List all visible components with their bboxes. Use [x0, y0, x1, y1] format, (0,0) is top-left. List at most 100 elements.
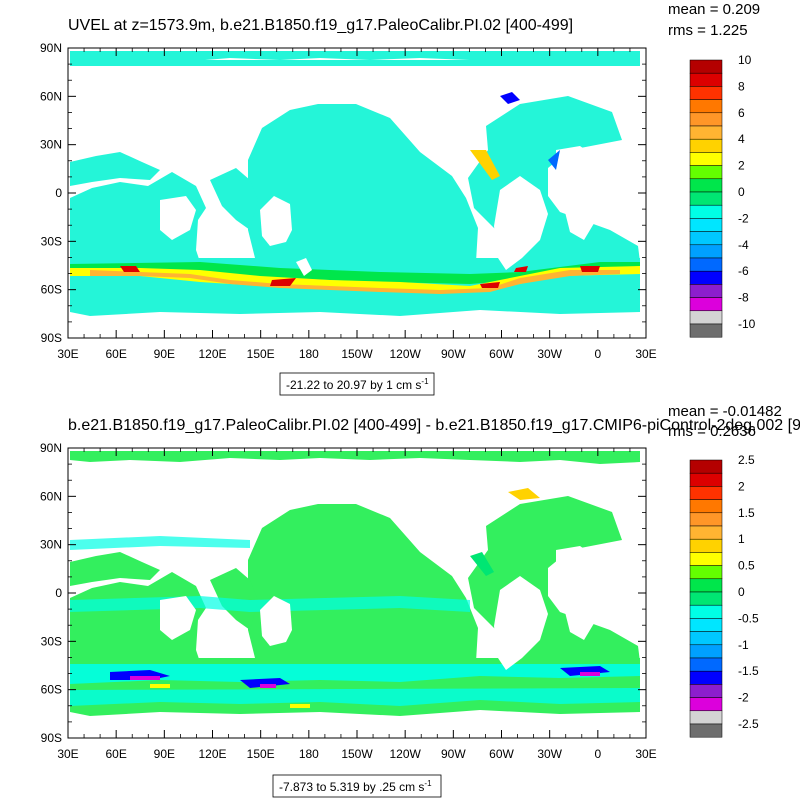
colorbar-label: 2	[738, 159, 745, 173]
x-tick-label: 60E	[105, 747, 126, 761]
colorbar-box	[689, 152, 723, 166]
x-tick-label: 30W	[537, 747, 562, 761]
contour-info-bottom-text: -7.873 to 5.319 by .25 cm s-1	[279, 779, 432, 794]
colorbar-label: 0	[738, 585, 745, 599]
colorbar-label: 8	[738, 79, 745, 93]
x-tick-label: 0	[594, 747, 601, 761]
x-tick-label: 180	[299, 747, 319, 761]
colorbar-box	[689, 231, 723, 246]
y-tick-label: 0	[55, 586, 62, 600]
map-bottom: 30E 60E 90E 120E 150E 180 150W 120W 90W 60W 30W 0 30…	[40, 441, 657, 761]
colorbar-box	[689, 472, 723, 487]
x-tick-label: 120E	[198, 747, 226, 761]
colorbar-box	[689, 459, 723, 474]
y-tick-label: 30N	[40, 538, 62, 552]
x-tick-label: 120W	[389, 347, 421, 361]
colorbar-label: 0	[738, 185, 745, 199]
colorbar-label: -2	[738, 691, 749, 705]
x-tick-label: 90W	[441, 747, 466, 761]
x-tick-label: 30E	[635, 347, 656, 361]
map-top-x-ticks: 30E 60E 90E 120E 150E 180 150W 120W 90W 60W 30W 0 30…	[57, 48, 657, 361]
y-tick-label: 30N	[40, 138, 62, 152]
panel-bottom-rms: rms = 0.2636	[668, 423, 756, 440]
contour-info-top: -21.22 to 20.97 by 1 cm s-1	[279, 372, 435, 396]
y-tick-label: 60N	[40, 89, 62, 103]
colorbar-label: 0.5	[738, 559, 755, 573]
y-tick-label: 90N	[40, 41, 62, 55]
map-bottom-x-ticks: 30E 60E 90E 120E 150E 180 150W 120W 90W 60W 30W 0 30…	[57, 448, 657, 761]
colorbar-box	[689, 723, 723, 738]
y-tick-label: 60N	[40, 489, 62, 503]
map-top-ocean-field	[70, 51, 640, 316]
colorbar-box	[689, 565, 723, 580]
map-bottom-ocean-field	[70, 451, 640, 716]
colorbar-box	[689, 218, 723, 232]
colorbar-box	[689, 257, 723, 272]
panel-bottom: b.e21.B1850.f19_g17.PaleoCalibr.PI.02 [4…	[40, 403, 800, 798]
colorbar-label: -4	[738, 238, 749, 252]
colorbar-box	[689, 499, 723, 514]
colorbar-label: -2.5	[738, 717, 759, 731]
colorbar-box	[689, 538, 723, 553]
colorbar-box	[689, 710, 723, 725]
colorbar-label: 1	[738, 532, 745, 546]
panel-bottom-mean: mean = -0.01482	[668, 403, 782, 420]
colorbar-label: -6	[738, 264, 749, 278]
panel-bottom-title: b.e21.B1850.f19_g17.PaleoCalibr.PI.02 [4…	[68, 417, 800, 434]
boundary-accents	[470, 92, 560, 180]
land-masks	[70, 60, 640, 276]
map-top-y-ticks: 90N 60N 30N 0 30S 60S 90S	[40, 41, 646, 345]
x-tick-label: 30E	[635, 747, 656, 761]
colorbar-label: -0.5	[738, 611, 759, 625]
y-tick-label: 30S	[41, 234, 62, 248]
colorbar-box	[689, 512, 723, 527]
colorbar-label: -8	[738, 291, 749, 305]
x-tick-label: 90E	[154, 347, 175, 361]
colorbar-top-boxes: 10 8 6 4 2 0 -2 -4 -6 -8 -10	[689, 53, 756, 338]
colorbar-box	[689, 297, 723, 312]
contour-info-bottom: -7.873 to 5.319 by .25 cm s-1	[272, 774, 442, 798]
x-tick-label: 60E	[105, 347, 126, 361]
colorbar-label: 6	[738, 106, 745, 120]
colorbar-box	[689, 270, 723, 285]
y-tick-label: 0	[55, 186, 62, 200]
colorbar-label: 1.5	[738, 506, 755, 520]
x-tick-label: 120E	[198, 347, 226, 361]
colorbar-label: 2.5	[738, 453, 755, 467]
colorbar-box	[689, 631, 723, 646]
panel-top: UVEL at z=1573.9m, b.e21.B1850.f19_g17.P…	[40, 1, 760, 396]
land-masks-diff	[160, 546, 606, 670]
colorbar-label: -1.5	[738, 664, 759, 678]
ocean-pacific	[248, 104, 478, 262]
panel-top-rms: rms = 1.225	[668, 22, 748, 39]
ocean-arabian-diff	[70, 552, 160, 586]
colorbar-box	[689, 552, 723, 566]
colorbar-box	[689, 112, 723, 127]
x-tick-label: 90E	[154, 747, 175, 761]
colorbar-box	[689, 72, 723, 87]
colorbar-bottom: 2.5 2 1.5 1 0.5 0 -0.5 -1 -1.5 -2 -2.5	[689, 453, 759, 738]
colorbar-box	[689, 204, 723, 219]
colorbar-box	[689, 697, 723, 712]
map-top: 30E 60E 90E 120E 150E 180 150W 120W 90W 60W 30W 0 30…	[40, 41, 657, 361]
x-tick-label: 30E	[57, 747, 78, 761]
colorbar-box	[689, 244, 723, 259]
colorbar-box	[689, 86, 723, 100]
ocean-west-pacific	[210, 168, 258, 230]
colorbar-label: -2	[738, 211, 749, 225]
colorbar-box	[689, 138, 723, 153]
map-bottom-y-ticks: 90N 60N 30N 0 30S 60S 90S	[40, 441, 646, 745]
x-tick-label: 60W	[489, 347, 514, 361]
colorbar-box	[689, 310, 723, 325]
x-tick-label: 30W	[537, 347, 562, 361]
x-tick-label: 0	[594, 347, 601, 361]
contour-info-bottom-box	[272, 774, 442, 798]
y-tick-label: 90N	[40, 441, 62, 455]
y-tick-label: 30S	[41, 634, 62, 648]
y-tick-label: 60S	[41, 283, 62, 297]
x-tick-label: 150W	[341, 747, 373, 761]
x-tick-label: 90W	[441, 347, 466, 361]
y-tick-label: 90S	[41, 731, 62, 745]
colorbar-box	[689, 684, 723, 698]
